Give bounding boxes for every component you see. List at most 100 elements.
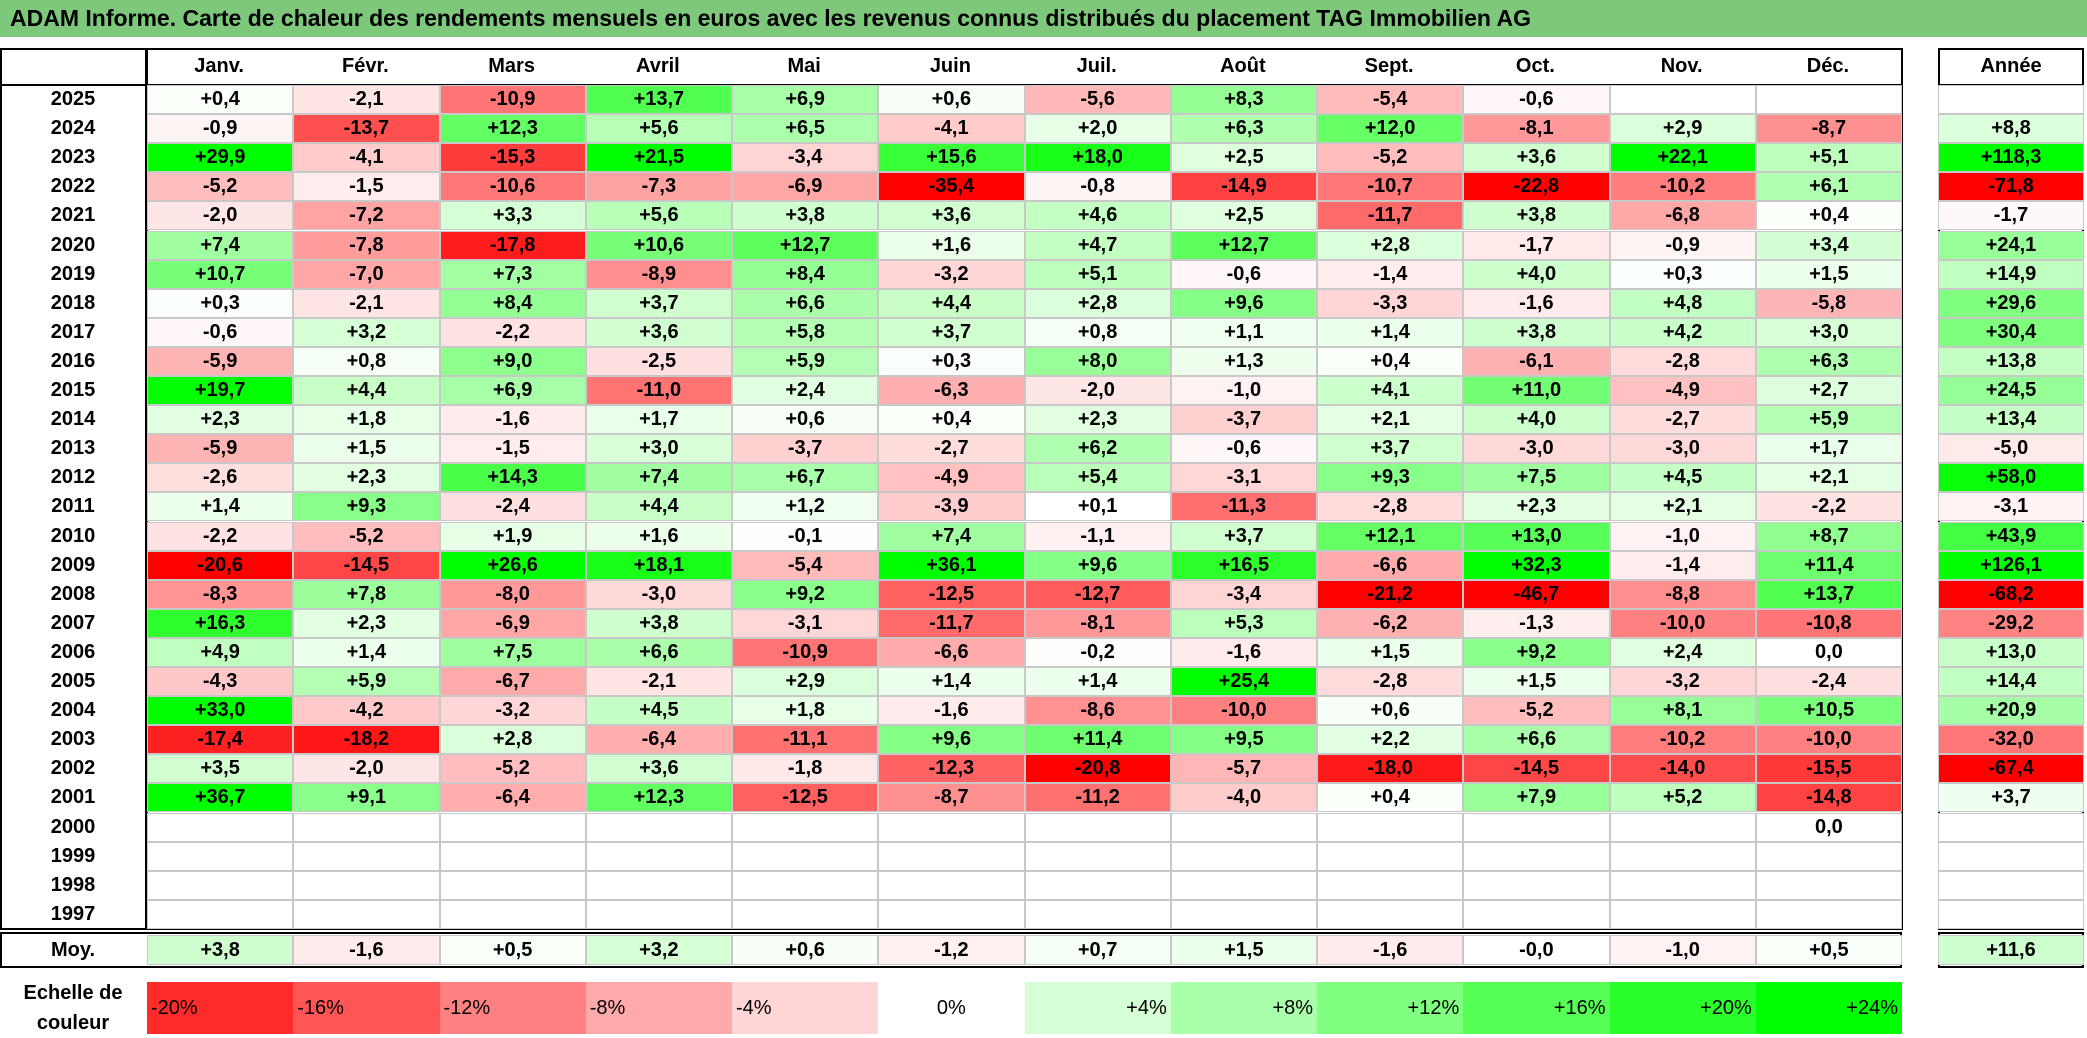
heatmap-cell: +7,5 <box>439 637 586 667</box>
heatmap-cell: +6,9 <box>732 85 879 115</box>
month-header: Févr. <box>342 54 389 77</box>
heatmap-cell: -12,5 <box>732 783 879 813</box>
annual-cell: -32,0 <box>1938 725 2084 755</box>
heatmap-cell: +1,7 <box>1755 434 1902 464</box>
year-label: 2025 <box>50 88 96 111</box>
annual-cell: -68,2 <box>1938 579 2084 609</box>
heatmap-cell: +8,4 <box>439 288 586 318</box>
heatmap-cell: +2,4 <box>1609 637 1756 667</box>
annual-cell: -5,0 <box>1938 434 2084 464</box>
year-label: 2000 <box>50 815 96 838</box>
heatmap-cell: -5,2 <box>1317 143 1464 173</box>
heatmap-cell: +1,4 <box>878 667 1025 697</box>
heatmap-cell <box>878 812 1025 842</box>
annual-cell: -29,2 <box>1938 608 2084 638</box>
year-label: 2014 <box>50 408 96 431</box>
heatmap-cell: -1,3 <box>1463 608 1610 638</box>
heatmap-cell: -0,9 <box>147 114 294 144</box>
heatmap-cell: +2,2 <box>1317 725 1464 755</box>
heatmap-cell <box>1317 841 1464 871</box>
annual-cell: +24,1 <box>1938 230 2084 260</box>
heatmap-cell <box>1755 841 1902 871</box>
heatmap-cell: -0,8 <box>1024 172 1171 202</box>
annual-cell: +43,9 <box>1938 521 2084 551</box>
heatmap-cell: -1,5 <box>439 434 586 464</box>
heatmap-cell: +12,1 <box>1317 521 1464 551</box>
heatmap-cell: -22,8 <box>1463 172 1610 202</box>
scale-swatch: +24% <box>1755 982 1902 1034</box>
heatmap-cell: +9,2 <box>1463 637 1610 667</box>
heatmap-cell <box>147 812 294 842</box>
heatmap-cell: -10,7 <box>1317 172 1464 202</box>
heatmap-cell: -10,9 <box>732 637 879 667</box>
heatmap-cell: +9,3 <box>293 492 440 522</box>
heatmap-cell: -2,6 <box>147 463 294 493</box>
heatmap-cell <box>439 899 586 929</box>
year-label: 2011 <box>51 495 95 518</box>
heatmap-cell: -1,4 <box>1609 550 1756 580</box>
heatmap-cell: -18,2 <box>293 725 440 755</box>
heatmap-cell: +10,6 <box>585 230 732 260</box>
heatmap-cell: -3,1 <box>732 608 879 638</box>
heatmap-cell: +12,3 <box>585 783 732 813</box>
heatmap-cell: -46,7 <box>1463 579 1610 609</box>
heatmap-cell: +1,4 <box>1024 667 1171 697</box>
heatmap-cell: -1,6 <box>1170 637 1317 667</box>
heatmap-cell: -5,9 <box>147 434 294 464</box>
heatmap-cell: -2,1 <box>293 85 440 115</box>
heatmap-cell: +12,7 <box>732 230 879 260</box>
heatmap-cell: +9,1 <box>293 783 440 813</box>
scale-label: Echelle de couleur <box>0 978 146 1038</box>
heatmap-cell: +26,6 <box>439 550 586 580</box>
annual-cell: +126,1 <box>1938 550 2084 580</box>
year-label: 2018 <box>50 291 96 314</box>
heatmap-cell: +4,5 <box>585 696 732 726</box>
heatmap-cell: +15,6 <box>878 143 1025 173</box>
heatmap-cell: +0,8 <box>293 346 440 376</box>
heatmap-cell: -8,1 <box>1463 114 1610 144</box>
heatmap-cell <box>1609 870 1756 900</box>
heatmap-cell: +5,2 <box>1609 783 1756 813</box>
heatmap-cell <box>1170 870 1317 900</box>
heatmap-cell: +0,3 <box>1609 259 1756 289</box>
average-label: Moy. <box>50 938 96 961</box>
annual-cell <box>1938 85 2084 115</box>
heatmap-cell: -2,7 <box>878 434 1025 464</box>
heatmap-cell: -3,0 <box>1609 434 1756 464</box>
heatmap-cell: +7,8 <box>293 579 440 609</box>
heatmap-cell: +36,7 <box>147 783 294 813</box>
year-label: 2010 <box>50 524 96 547</box>
heatmap-cell: +7,4 <box>878 521 1025 551</box>
year-label: 2006 <box>50 640 96 663</box>
heatmap-cell: +2,3 <box>1024 405 1171 435</box>
heatmap-cell: -4,0 <box>1170 783 1317 813</box>
heatmap-cell: +2,8 <box>1024 288 1171 318</box>
heatmap-cell: -17,4 <box>147 725 294 755</box>
heatmap-cell: +11,4 <box>1755 550 1902 580</box>
heatmap-cell: +6,3 <box>1170 114 1317 144</box>
heatmap-cell: +4,8 <box>1609 288 1756 318</box>
heatmap-cell: -1,6 <box>878 696 1025 726</box>
scale-swatch: +16% <box>1463 982 1610 1034</box>
heatmap-cell: +13,7 <box>585 85 732 115</box>
heatmap-cell: -2,8 <box>1609 346 1756 376</box>
annual-cell: -67,4 <box>1938 754 2084 784</box>
average-cell: +0,5 <box>439 935 586 965</box>
heatmap-cell: +2,9 <box>732 667 879 697</box>
heatmap-cell: -5,9 <box>147 346 294 376</box>
average-cell: -1,2 <box>878 935 1025 965</box>
average-cell: +0,7 <box>1024 935 1171 965</box>
annual-cell <box>1938 899 2084 929</box>
heatmap-cell: -8,7 <box>878 783 1025 813</box>
heatmap-cell: +6,6 <box>732 288 879 318</box>
scale-swatch: -20% <box>147 982 294 1034</box>
heatmap-cell: -12,7 <box>1024 579 1171 609</box>
heatmap-cell <box>147 841 294 871</box>
heatmap-cell: +2,8 <box>439 725 586 755</box>
heatmap-cell <box>1024 812 1171 842</box>
heatmap-cell: +1,4 <box>293 637 440 667</box>
heatmap-cell: -11,1 <box>732 725 879 755</box>
heatmap-cell: +5,9 <box>1755 405 1902 435</box>
heatmap-cell: -10,0 <box>1170 696 1317 726</box>
heatmap-cell: 0,0 <box>1755 637 1902 667</box>
